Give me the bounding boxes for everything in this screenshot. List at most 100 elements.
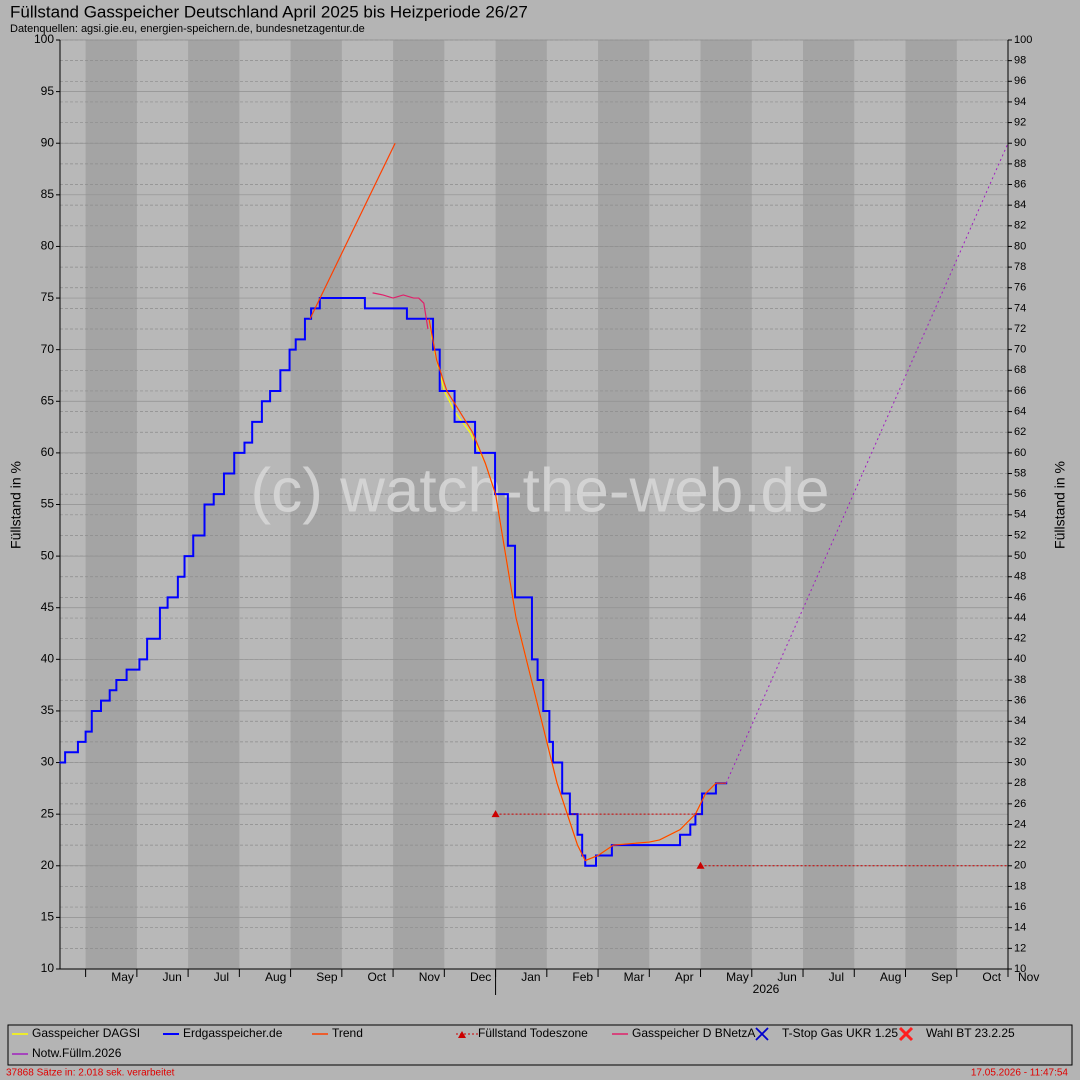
x-tick-label: Sep: [931, 970, 953, 984]
x-tick-label: Feb: [572, 970, 593, 984]
series-line: [428, 318, 727, 862]
y2-tick-label: 90: [1014, 137, 1026, 149]
y2-tick-label: 18: [1014, 880, 1026, 892]
y-tick-label: 35: [41, 703, 55, 717]
y2-tick-label: 80: [1014, 240, 1026, 252]
y2-tick-label: 72: [1014, 323, 1026, 335]
y-tick-label: 70: [41, 342, 55, 356]
y2-tick-label: 64: [1014, 406, 1026, 418]
footer-left: 37868 Sätze in: 2.018 sek. verarbeitet: [6, 1068, 175, 1079]
y2-tick-label: 44: [1014, 612, 1026, 624]
y2-tick-label: 82: [1014, 220, 1026, 232]
x-tick-label: Jun: [162, 970, 181, 984]
y2-tick-label: 40: [1014, 653, 1026, 665]
series-marker: [491, 810, 500, 818]
y2-tick-label: 32: [1014, 736, 1026, 748]
x-tick-label: Jan: [521, 970, 540, 984]
legend-label: T-Stop Gas UKR 1.25: [782, 1026, 898, 1040]
x-tick-label: Aug: [880, 970, 901, 984]
y-tick-label: 60: [41, 445, 55, 459]
x-tick-label: Oct: [982, 970, 1001, 984]
x-tick-label: May: [111, 970, 134, 984]
y2-tick-label: 56: [1014, 488, 1026, 500]
legend-label: Wahl BT 23.2.25: [926, 1026, 1015, 1040]
chart-title: Füllstand Gasspeicher Deutschland April …: [10, 2, 528, 21]
y2-tick-label: 98: [1014, 55, 1026, 67]
y2-tick-label: 14: [1014, 922, 1026, 934]
y2-tick-label: 54: [1014, 509, 1026, 521]
y2-tick-label: 36: [1014, 695, 1026, 707]
y2-tick-label: 86: [1014, 178, 1026, 190]
y2-tick-label: 100: [1014, 34, 1032, 46]
y2-tick-label: 24: [1014, 818, 1026, 830]
legend-label: Erdgasspeicher.de: [183, 1026, 283, 1040]
y-tick-label: 25: [41, 806, 55, 820]
year-label: 2026: [753, 982, 780, 996]
y2-tick-label: 42: [1014, 633, 1026, 645]
y-tick-label: 65: [41, 393, 55, 407]
y2-tick-label: 30: [1014, 756, 1026, 768]
y2-tick-label: 10: [1014, 963, 1026, 975]
x-tick-label: Jul: [829, 970, 844, 984]
x-tick-label: Aug: [265, 970, 286, 984]
y2-tick-label: 26: [1014, 798, 1026, 810]
x-tick-label: Mar: [624, 970, 645, 984]
y-tick-label: 80: [41, 239, 55, 253]
y2-tick-label: 50: [1014, 550, 1026, 562]
legend-marker: [755, 1027, 769, 1041]
legend-label: Trend: [332, 1026, 363, 1040]
y-tick-label: 30: [41, 755, 55, 769]
y2-tick-label: 58: [1014, 467, 1026, 479]
x-tick-label: Nov: [419, 970, 440, 984]
y-tick-label: 45: [41, 600, 55, 614]
y-tick-label: 50: [41, 548, 55, 562]
legend-box: [7, 1024, 1073, 1066]
x-tick-label: Oct: [367, 970, 386, 984]
footer-right: 17.05.2026 - 11:47:54: [971, 1068, 1069, 1079]
y2-tick-label: 68: [1014, 364, 1026, 376]
y-tick-label: 55: [41, 497, 55, 511]
y2-tick-label: 46: [1014, 591, 1026, 603]
y-tick-label: 40: [41, 652, 55, 666]
legend-swatch: [458, 1031, 466, 1038]
y-tick-label: 95: [41, 84, 55, 98]
x-tick-label: Apr: [675, 970, 694, 984]
y2-tick-label: 66: [1014, 385, 1026, 397]
y2-tick-label: 88: [1014, 158, 1026, 170]
y-tick-label: 20: [41, 858, 55, 872]
series-line: [725, 143, 1009, 784]
legend-label: Gasspeicher DAGSI: [32, 1026, 140, 1040]
y2-tick-label: 28: [1014, 777, 1026, 789]
x-tick-label: Nov: [1018, 970, 1039, 984]
x-tick-label: Sep: [316, 970, 338, 984]
y-tick-label: 100: [34, 32, 54, 46]
y-tick-label: 90: [41, 135, 55, 149]
series-line: [372, 292, 429, 330]
y2-tick-label: 78: [1014, 261, 1026, 273]
x-tick-label: Dec: [470, 970, 491, 984]
y2-tick-label: 62: [1014, 426, 1026, 438]
series-line: [309, 142, 396, 319]
y2-tick-label: 96: [1014, 75, 1026, 87]
legend-marker: [898, 1026, 914, 1042]
legend-label: Gasspeicher D BNetzA: [632, 1026, 755, 1040]
y2-tick-label: 76: [1014, 282, 1026, 294]
x-tick-label: May: [726, 970, 749, 984]
y-tick-label: 75: [41, 290, 55, 304]
y2-tick-label: 92: [1014, 116, 1026, 128]
y-axis-label: Füllstand in %: [8, 461, 24, 549]
y2-axis-label: Füllstand in %: [1052, 461, 1068, 549]
y2-tick-label: 20: [1014, 860, 1026, 872]
y2-tick-label: 38: [1014, 674, 1026, 686]
chart-subtitle: Datenquellen: agsi.gie.eu, energien-spei…: [10, 23, 365, 35]
y2-tick-label: 48: [1014, 571, 1026, 583]
y2-tick-label: 74: [1014, 302, 1026, 314]
y2-tick-label: 94: [1014, 96, 1026, 108]
y-tick-label: 10: [41, 961, 55, 975]
series-marker: [696, 861, 705, 869]
y-tick-label: 85: [41, 187, 55, 201]
y2-tick-label: 12: [1014, 942, 1026, 954]
watermark: (c) watch-the-web.de: [251, 456, 830, 525]
y2-tick-label: 84: [1014, 199, 1026, 211]
